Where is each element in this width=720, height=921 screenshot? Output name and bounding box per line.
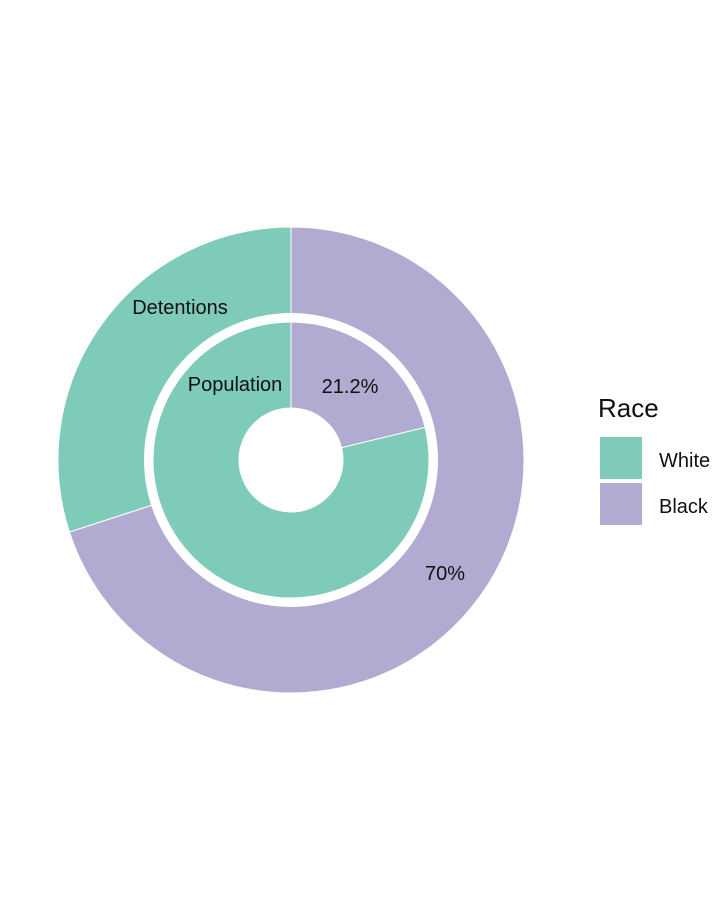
legend-swatch-black xyxy=(600,483,642,525)
chart-rings xyxy=(57,226,525,694)
slice-population-black xyxy=(290,321,426,449)
legend-swatch-white xyxy=(600,437,642,479)
legend: Race White Black xyxy=(598,393,710,525)
legend-label-black: Black xyxy=(659,496,709,518)
ring-label-population: Population xyxy=(188,374,283,396)
slice-population-white xyxy=(152,321,430,599)
legend-label-white: White xyxy=(659,450,710,472)
data-label-detentions-black: 70% xyxy=(425,563,465,585)
data-label-population-black: 21.2% xyxy=(322,376,379,398)
ring-label-detentions: Detentions xyxy=(132,297,228,319)
legend-title: Race xyxy=(598,393,659,423)
